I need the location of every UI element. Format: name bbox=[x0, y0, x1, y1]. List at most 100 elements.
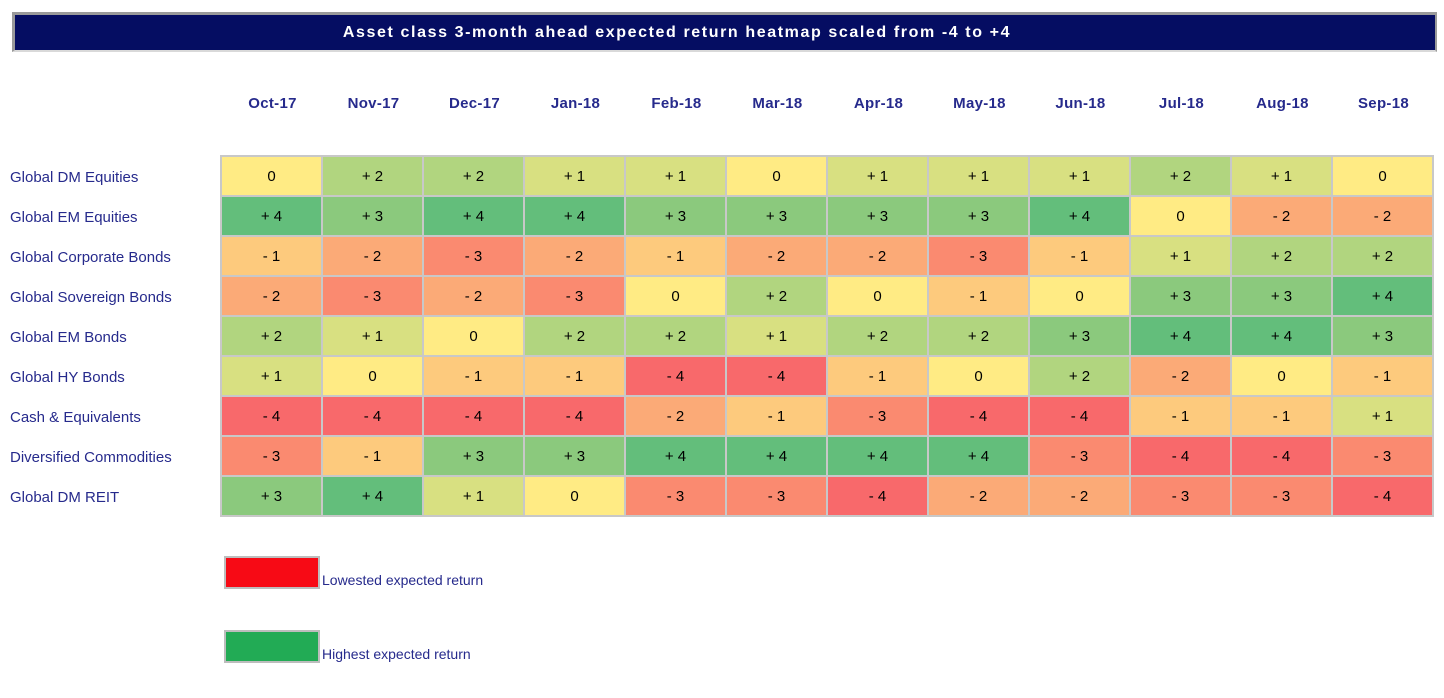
heatmap-cell-r8-c6: - 4 bbox=[828, 477, 927, 515]
heatmap-cell-r8-c9: - 3 bbox=[1131, 477, 1230, 515]
heatmap-cell-r5-c0: + 1 bbox=[222, 357, 321, 395]
heatmap-cell-r7-c4: + 4 bbox=[626, 437, 725, 475]
row-labels-column: Global DM Equities Global EM Equities Glob… bbox=[10, 157, 215, 517]
heatmap-cell-r6-c11: + 1 bbox=[1333, 397, 1432, 435]
heatmap-cell-r1-c4: + 3 bbox=[626, 197, 725, 235]
legend-highest-swatch bbox=[224, 630, 320, 663]
heatmap-cell-r2-c6: - 2 bbox=[828, 237, 927, 275]
heatmap-cell-r8-c0: + 3 bbox=[222, 477, 321, 515]
heatmap-cell-r6-c7: - 4 bbox=[929, 397, 1028, 435]
column-header-3: Jan-18 bbox=[550, 95, 601, 112]
row-label-7: Diversified Commodities bbox=[10, 448, 172, 466]
heatmap-cell-r1-c8: + 4 bbox=[1030, 197, 1129, 235]
heatmap-cell-r2-c1: - 2 bbox=[323, 237, 422, 275]
heatmap-cell-r3-c0: - 2 bbox=[222, 277, 321, 315]
heatmap-cell-r2-c7: - 3 bbox=[929, 237, 1028, 275]
heatmap-cell-r5-c10: 0 bbox=[1232, 357, 1331, 395]
heatmap-cell-r3-c5: + 2 bbox=[727, 277, 826, 315]
chart-title-bar: Asset class 3-month ahead expected retur… bbox=[12, 12, 1437, 52]
heatmap-cell-r7-c9: - 4 bbox=[1131, 437, 1230, 475]
heatmap-cell-r8-c4: - 3 bbox=[626, 477, 725, 515]
heatmap-cell-r0-c2: + 2 bbox=[424, 157, 523, 195]
heatmap-cell-r1-c6: + 3 bbox=[828, 197, 927, 235]
heatmap-cell-r8-c5: - 3 bbox=[727, 477, 826, 515]
heatmap-cell-r7-c5: + 4 bbox=[727, 437, 826, 475]
heatmap-cell-r7-c6: + 4 bbox=[828, 437, 927, 475]
heatmap-cell-r3-c4: 0 bbox=[626, 277, 725, 315]
heatmap-cell-r6-c2: - 4 bbox=[424, 397, 523, 435]
heatmap-cell-r1-c1: + 3 bbox=[323, 197, 422, 235]
column-header-11: Sep-18 bbox=[1358, 95, 1409, 112]
row-label-1: Global EM Equities bbox=[10, 208, 138, 226]
heatmap-cell-r8-c11: - 4 bbox=[1333, 477, 1432, 515]
heatmap-cell-r5-c1: 0 bbox=[323, 357, 422, 395]
legend-highest-label: Highest expected return bbox=[322, 646, 471, 662]
heatmap-cell-r4-c9: + 4 bbox=[1131, 317, 1230, 355]
heatmap-cell-r3-c1: - 3 bbox=[323, 277, 422, 315]
heatmap-cell-r6-c3: - 4 bbox=[525, 397, 624, 435]
heatmap-cell-r3-c6: 0 bbox=[828, 277, 927, 315]
heatmap-cell-r1-c5: + 3 bbox=[727, 197, 826, 235]
heatmap-cell-r4-c4: + 2 bbox=[626, 317, 725, 355]
heatmap-cell-r4-c3: + 2 bbox=[525, 317, 624, 355]
heatmap-cell-r5-c4: - 4 bbox=[626, 357, 725, 395]
heatmap-cell-r5-c9: - 2 bbox=[1131, 357, 1230, 395]
heatmap-cell-r3-c11: + 4 bbox=[1333, 277, 1432, 315]
heatmap-cell-r5-c6: - 1 bbox=[828, 357, 927, 395]
heatmap-cell-r4-c10: + 4 bbox=[1232, 317, 1331, 355]
heatmap-cell-r0-c7: + 1 bbox=[929, 157, 1028, 195]
legend-entry-lowest: Lowested expected return bbox=[224, 556, 483, 589]
heatmap-cell-r4-c11: + 3 bbox=[1333, 317, 1432, 355]
heatmap-cell-r8-c10: - 3 bbox=[1232, 477, 1331, 515]
heatmap-cell-r3-c7: - 1 bbox=[929, 277, 1028, 315]
heatmap-cell-r8-c8: - 2 bbox=[1030, 477, 1129, 515]
heatmap-cell-r4-c8: + 3 bbox=[1030, 317, 1129, 355]
heatmap-cell-r2-c2: - 3 bbox=[424, 237, 523, 275]
heatmap-cell-r0-c3: + 1 bbox=[525, 157, 624, 195]
chart-title: Asset class 3-month ahead expected retur… bbox=[342, 23, 1012, 41]
heatmap-cell-r6-c4: - 2 bbox=[626, 397, 725, 435]
legend-lowest-swatch bbox=[224, 556, 320, 589]
heatmap-cell-r8-c7: - 2 bbox=[929, 477, 1028, 515]
column-header-8: Jun-18 bbox=[1055, 95, 1106, 112]
heatmap-cell-r1-c10: - 2 bbox=[1232, 197, 1331, 235]
heatmap-cell-r1-c3: + 4 bbox=[525, 197, 624, 235]
heatmap-cell-r0-c8: + 1 bbox=[1030, 157, 1129, 195]
heatmap-cell-r2-c11: + 2 bbox=[1333, 237, 1432, 275]
heatmap-cell-r8-c3: 0 bbox=[525, 477, 624, 515]
column-header-4: Feb-18 bbox=[651, 95, 702, 112]
column-header-0: Oct-17 bbox=[248, 95, 297, 112]
heatmap-cell-r5-c7: 0 bbox=[929, 357, 1028, 395]
heatmap-cell-r2-c9: + 1 bbox=[1131, 237, 1230, 275]
heatmap-grid: 0 + 2 + 2 + 1 + 1 0 + 1 + 1 + 1 + 2 + 1 0 + 4 + 3 + 4 +… bbox=[220, 155, 1434, 517]
heatmap-cell-r3-c8: 0 bbox=[1030, 277, 1129, 315]
heatmap-cell-r0-c9: + 2 bbox=[1131, 157, 1230, 195]
heatmap-cell-r0-c11: 0 bbox=[1333, 157, 1432, 195]
row-label-0: Global DM Equities bbox=[10, 168, 139, 186]
heatmap-cell-r4-c6: + 2 bbox=[828, 317, 927, 355]
heatmap-cell-r7-c7: + 4 bbox=[929, 437, 1028, 475]
heatmap-cell-r3-c9: + 3 bbox=[1131, 277, 1230, 315]
heatmap-cell-r0-c6: + 1 bbox=[828, 157, 927, 195]
heatmap-cell-r5-c3: - 1 bbox=[525, 357, 624, 395]
heatmap-cell-r4-c5: + 1 bbox=[727, 317, 826, 355]
heatmap-cell-r7-c10: - 4 bbox=[1232, 437, 1331, 475]
column-header-10: Aug-18 bbox=[1256, 95, 1309, 112]
legend-entry-highest: Highest expected return bbox=[224, 630, 471, 663]
row-label-6: Cash & Equivalents bbox=[10, 408, 141, 426]
row-label-8: Global DM REIT bbox=[10, 488, 120, 506]
heatmap-cell-r8-c2: + 1 bbox=[424, 477, 523, 515]
heatmap-cell-r0-c1: + 2 bbox=[323, 157, 422, 195]
heatmap-cell-r8-c1: + 4 bbox=[323, 477, 422, 515]
column-header-2: Dec-17 bbox=[449, 95, 500, 112]
heatmap-cell-r0-c0: 0 bbox=[222, 157, 321, 195]
heatmap-cell-r1-c9: 0 bbox=[1131, 197, 1230, 235]
heatmap-cell-r1-c11: - 2 bbox=[1333, 197, 1432, 235]
heatmap-cell-r4-c2: 0 bbox=[424, 317, 523, 355]
heatmap-cell-r1-c0: + 4 bbox=[222, 197, 321, 235]
column-header-1: Nov-17 bbox=[347, 95, 400, 112]
heatmap-cell-r7-c3: + 3 bbox=[525, 437, 624, 475]
heatmap-cell-r3-c10: + 3 bbox=[1232, 277, 1331, 315]
row-label-4: Global EM Bonds bbox=[10, 328, 127, 346]
heatmap-cell-r6-c6: - 3 bbox=[828, 397, 927, 435]
